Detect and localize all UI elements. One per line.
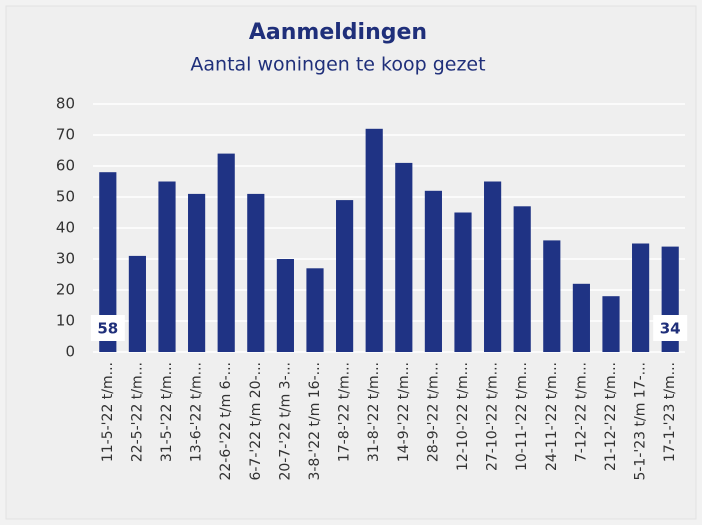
bar [543, 240, 561, 352]
x-tick-label: 12-10-'22 t/m... [455, 362, 471, 471]
bar [365, 128, 383, 352]
x-tick-label: 7-12-'22 t/m... [573, 362, 589, 462]
x-tick-label: 13-6-'22 t/m... [189, 362, 205, 462]
bar [188, 193, 206, 352]
y-tick-label: 70 [56, 126, 75, 144]
bar [128, 255, 146, 352]
value-label: 58 [97, 320, 118, 338]
y-tick-label: 80 [56, 95, 75, 113]
chart-subtitle: Aantal woningen te koop gezet [190, 54, 485, 76]
x-tick-label: 22-5-'22 t/m... [129, 362, 145, 462]
x-tick-label: 6-7-'22 t/m 20-... [248, 362, 264, 481]
y-tick-label: 50 [56, 188, 75, 206]
value-label: 34 [660, 320, 681, 338]
bar [513, 206, 531, 352]
x-tick-label: 31-5-'22 t/m... [159, 362, 175, 462]
bar [99, 172, 117, 352]
x-tick-label: 10-11-'22 t/m... [514, 362, 530, 471]
bar [247, 193, 265, 352]
y-tick-label: 0 [65, 343, 75, 361]
bar [484, 181, 502, 352]
x-tick-label: 17-1-'23 t/m... [662, 362, 678, 462]
bar [276, 259, 294, 352]
x-tick-label: 28-9-'22 t/m... [425, 362, 441, 462]
bar [602, 296, 620, 352]
x-tick-label: 27-10-'22 t/m... [485, 362, 501, 471]
x-tick-label: 17-8-'22 t/m... [337, 362, 353, 462]
bar [395, 162, 413, 352]
x-tick-label: 24-11-'22 t/m... [544, 362, 560, 471]
bar [632, 243, 650, 352]
value-label-box [90, 315, 125, 341]
y-tick-label: 40 [56, 219, 75, 237]
bar [306, 268, 324, 352]
y-tick-label: 20 [56, 281, 75, 299]
x-tick-label: 3-8-'22 t/m 16-... [307, 362, 323, 481]
x-tick-label: 22-6-'22 t/m 6-... [218, 362, 234, 481]
bar [217, 153, 235, 352]
x-tick-label: 20-7-'22 t/m 3-... [277, 362, 293, 481]
bar [336, 200, 354, 352]
x-tick-label: 11-5-'22 t/m... [100, 362, 116, 462]
x-tick-label: 21-12-'22 t/m... [603, 362, 619, 471]
bar [454, 212, 472, 352]
bar [158, 181, 176, 352]
value-label-box [653, 315, 688, 341]
x-tick-label: 5-1-'23 t/m 17-... [633, 362, 649, 481]
x-tick-label: 14-9-'22 t/m... [396, 362, 412, 462]
bar [572, 283, 590, 352]
x-tick-label: 31-8-'22 t/m... [366, 362, 382, 462]
chart-title: Aanmeldingen [249, 20, 427, 45]
y-tick-label: 60 [56, 157, 75, 175]
y-tick-label: 10 [56, 312, 75, 330]
y-tick-label: 30 [56, 250, 75, 268]
bar [424, 190, 442, 352]
